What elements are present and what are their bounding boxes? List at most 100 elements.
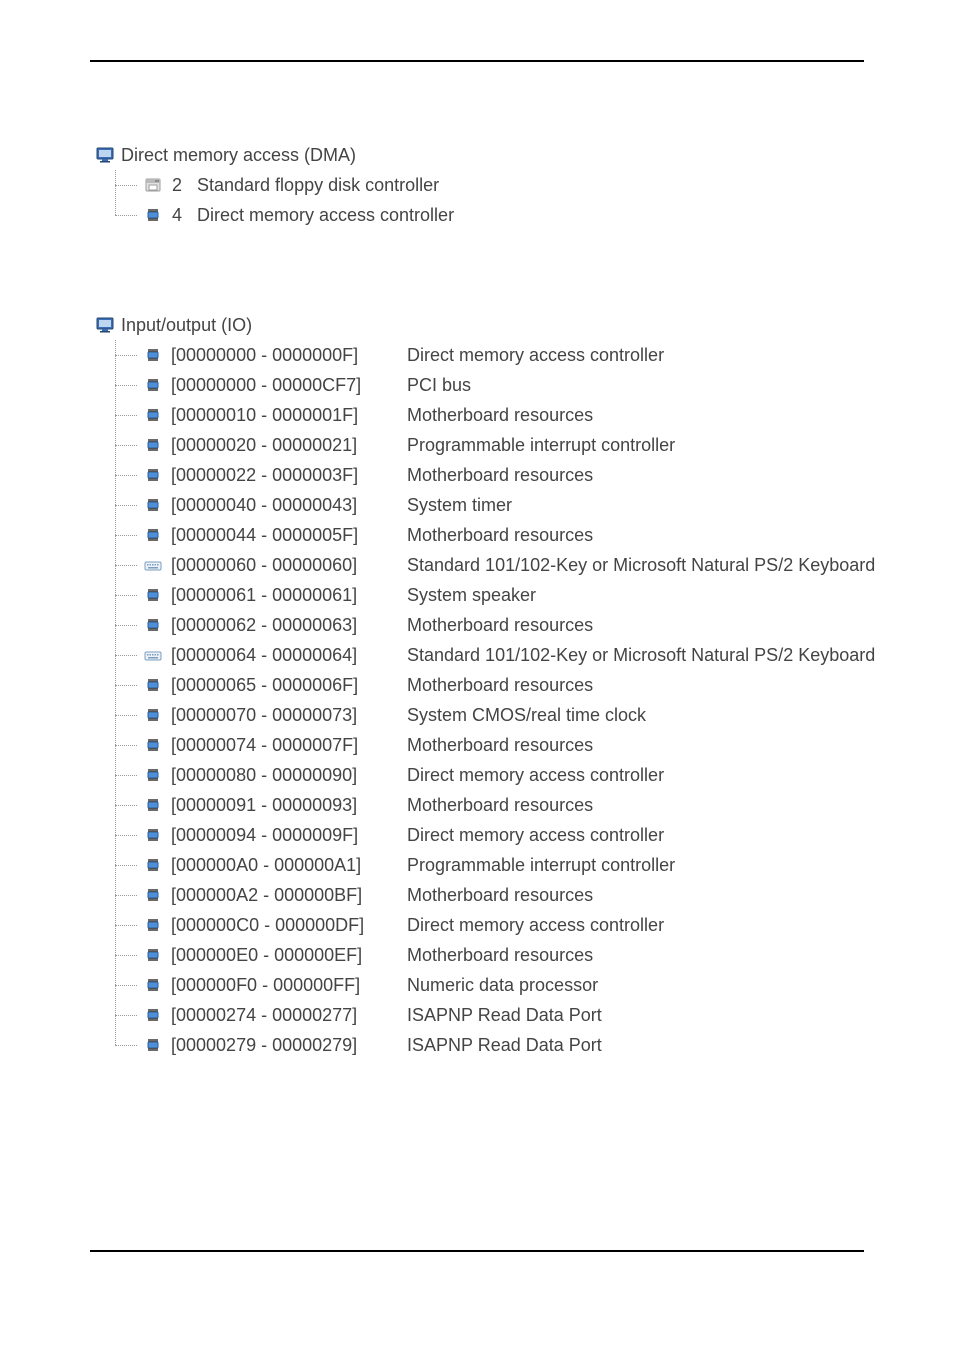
chip-icon [143, 765, 163, 785]
chip-icon [143, 735, 163, 755]
io-item[interactable]: [00000010 - 0000001F] Motherboard resourc… [115, 400, 875, 430]
io-item-label: Standard 101/102-Key or Microsoft Natura… [407, 555, 875, 576]
dma-children: 2 Standard floppy disk controller 4Direct … [115, 170, 454, 230]
io-item[interactable]: [000000C0 - 000000DF] Direct memory acces… [115, 910, 875, 940]
io-item[interactable]: [00000000 - 00000CF7] PCI bus [115, 370, 875, 400]
io-item-label: Direct memory access controller [407, 825, 664, 846]
io-range: [00000022 - 0000003F] [171, 465, 401, 486]
dma-item-label: Direct memory access controller [197, 205, 454, 226]
io-item[interactable]: [000000A2 - 000000BF]Motherboard resourc… [115, 880, 875, 910]
top-rule [90, 60, 864, 62]
io-range: [00000060 - 00000060] [171, 555, 401, 576]
bottom-rule [90, 1250, 864, 1252]
io-item[interactable]: [00000080 - 00000090] Direct memory acces… [115, 760, 875, 790]
io-item[interactable]: [00000094 - 0000009F] Direct memory acces… [115, 820, 875, 850]
io-item-label: Programmable interrupt controller [407, 855, 675, 876]
io-range: [00000062 - 00000063] [171, 615, 401, 636]
io-range: [00000044 - 0000005F] [171, 525, 401, 546]
io-item[interactable]: [00000065 - 0000006F] Motherboard resourc… [115, 670, 875, 700]
io-range: [00000080 - 00000090] [171, 765, 401, 786]
io-item-label: Motherboard resources [407, 675, 593, 696]
dma-category-row[interactable]: Direct memory access (DMA) [95, 140, 454, 170]
io-item-label: System timer [407, 495, 512, 516]
io-item-label: Direct memory access controller [407, 765, 664, 786]
io-range: [00000020 - 00000021] [171, 435, 401, 456]
io-item[interactable]: [00000040 - 00000043]System timer [115, 490, 875, 520]
io-item[interactable]: [00000091 - 00000093] Motherboard resourc… [115, 790, 875, 820]
io-item[interactable]: [00000020 - 00000021]Programmable interr… [115, 430, 875, 460]
keyboard-icon [143, 645, 163, 665]
io-item-label: Motherboard resources [407, 615, 593, 636]
io-range: [00000061 - 00000061] [171, 585, 401, 606]
chip-icon [143, 615, 163, 635]
io-item[interactable]: [00000060 - 00000060] Standard 101/102-Ke… [115, 550, 875, 580]
io-item-label: Standard 101/102-Key or Microsoft Natura… [407, 645, 875, 666]
dma-item[interactable]: 2 Standard floppy disk controller [115, 170, 454, 200]
io-item[interactable]: [00000061 - 00000061] System speaker [115, 580, 875, 610]
io-item[interactable]: [00000044 - 0000005F]Motherboard resourc… [115, 520, 875, 550]
io-range: [00000000 - 0000000F] [171, 345, 401, 366]
io-range: [00000070 - 00000073] [171, 705, 401, 726]
io-range: [000000A2 - 000000BF] [171, 885, 401, 906]
io-range: [00000279 - 00000279] [171, 1035, 401, 1056]
io-item-label: Motherboard resources [407, 795, 593, 816]
io-range: [00000000 - 00000CF7] [171, 375, 401, 396]
io-range: [00000010 - 0000001F] [171, 405, 401, 426]
chip-icon [143, 945, 163, 965]
dma-channel: 2 [163, 175, 191, 196]
chip-icon [143, 795, 163, 815]
dma-section: Direct memory access (DMA) 2 Standard flo… [95, 140, 454, 230]
chip-icon [143, 585, 163, 605]
io-item[interactable]: [00000074 - 0000007F]Motherboard resourc… [115, 730, 875, 760]
io-range: [00000091 - 00000093] [171, 795, 401, 816]
io-item-label: System CMOS/real time clock [407, 705, 646, 726]
computer-icon [95, 145, 115, 165]
io-item-label: Motherboard resources [407, 945, 593, 966]
chip-icon [143, 885, 163, 905]
chip-icon [143, 405, 163, 425]
io-item-label: Motherboard resources [407, 465, 593, 486]
io-item[interactable]: [00000062 - 00000063] Motherboard resourc… [115, 610, 875, 640]
io-title: Input/output (IO) [121, 315, 252, 336]
io-category-row[interactable]: Input/output (IO) [95, 310, 875, 340]
keyboard-icon [143, 555, 163, 575]
chip-icon [143, 855, 163, 875]
io-item-label: Motherboard resources [407, 405, 593, 426]
chip-icon [143, 495, 163, 515]
dma-item[interactable]: 4Direct memory access controller [115, 200, 454, 230]
floppy-icon [143, 175, 163, 195]
io-item[interactable]: [00000274 - 00000277] ISAPNP Read Data Po… [115, 1000, 875, 1030]
io-item-label: Direct memory access controller [407, 915, 664, 936]
chip-icon [143, 435, 163, 455]
io-item-label: ISAPNP Read Data Port [407, 1005, 602, 1026]
chip-icon [143, 825, 163, 845]
io-item[interactable]: [00000279 - 00000279]ISAPNP Read Data Po… [115, 1030, 875, 1060]
chip-icon [143, 375, 163, 395]
io-item[interactable]: [000000F0 - 000000FF]Numeric data proces… [115, 970, 875, 1000]
chip-icon [143, 465, 163, 485]
chip-icon [143, 705, 163, 725]
io-item-label: Numeric data processor [407, 975, 598, 996]
chip-icon [143, 345, 163, 365]
io-range: [000000C0 - 000000DF] [171, 915, 401, 936]
io-range: [00000094 - 0000009F] [171, 825, 401, 846]
dma-title: Direct memory access (DMA) [121, 145, 356, 166]
io-item-label: System speaker [407, 585, 536, 606]
io-item[interactable]: [00000064 - 00000064] Standard 101/102-Ke… [115, 640, 875, 670]
io-item[interactable]: [00000070 - 00000073] System CMOS/real ti… [115, 700, 875, 730]
io-item[interactable]: [00000000 - 0000000F]Direct memory acces… [115, 340, 875, 370]
io-range: [00000074 - 0000007F] [171, 735, 401, 756]
io-section: Input/output (IO) [00000000 - 0000000F]D… [95, 310, 875, 1060]
io-item[interactable]: [000000A0 - 000000A1]Programmable interr… [115, 850, 875, 880]
chip-icon [143, 1035, 163, 1055]
io-range: [00000065 - 0000006F] [171, 675, 401, 696]
io-item[interactable]: [00000022 - 0000003F] Motherboard resourc… [115, 460, 875, 490]
computer-icon [95, 315, 115, 335]
io-item[interactable]: [000000E0 - 000000EF]Motherboard resourc… [115, 940, 875, 970]
chip-icon [143, 915, 163, 935]
io-range: [00000274 - 00000277] [171, 1005, 401, 1026]
io-range: [00000064 - 00000064] [171, 645, 401, 666]
dma-item-label: Standard floppy disk controller [197, 175, 439, 196]
io-item-label: PCI bus [407, 375, 471, 396]
chip-icon [143, 525, 163, 545]
